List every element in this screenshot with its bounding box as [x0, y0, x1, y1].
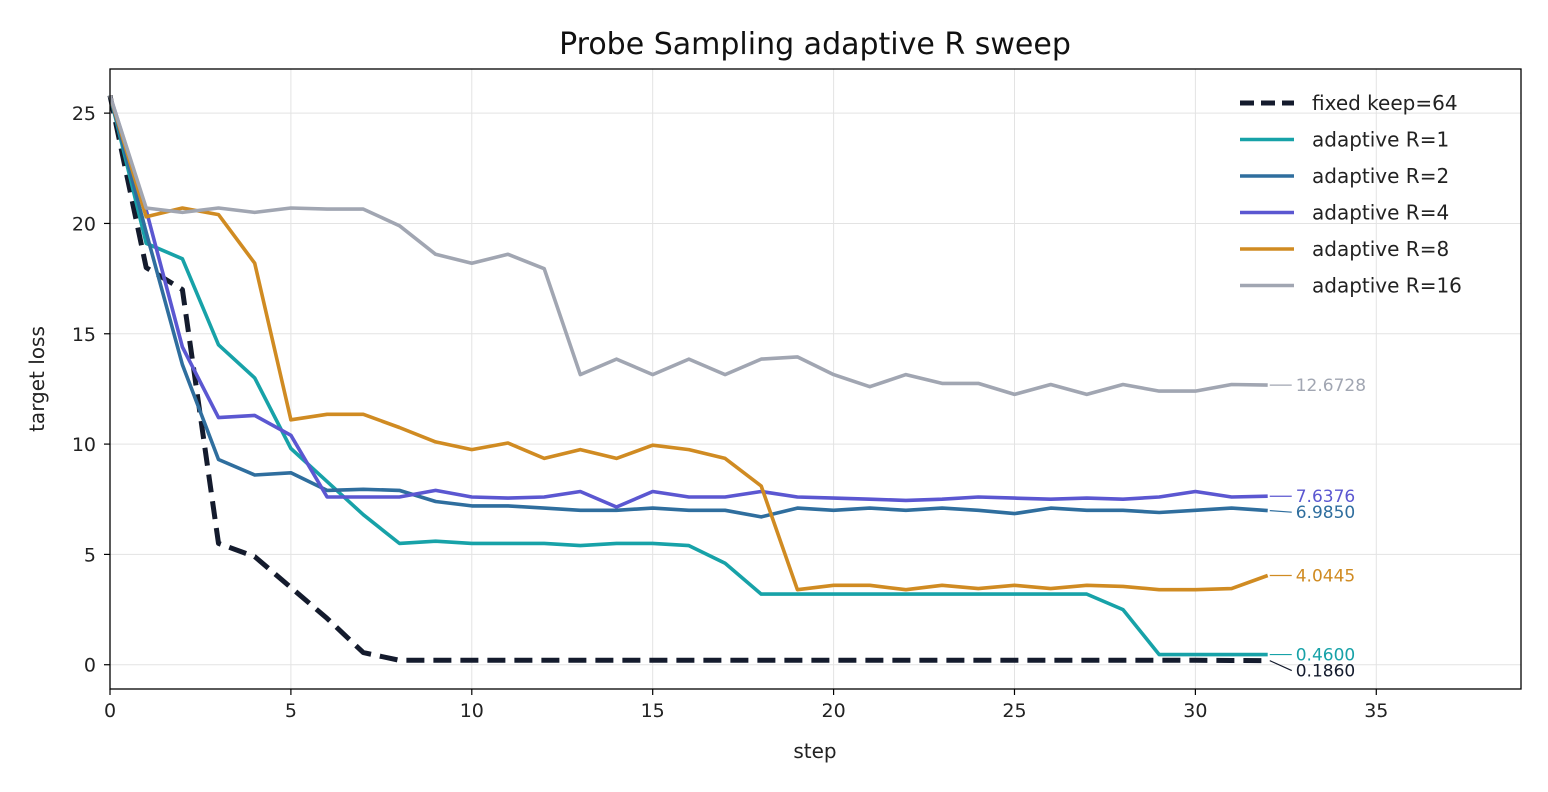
y-axis-label: target loss [25, 326, 49, 432]
end-value-label: 4.0445 [1296, 566, 1355, 586]
legend-entry-label: adaptive R=1 [1312, 128, 1449, 152]
y-tick-label: 20 [72, 213, 96, 235]
x-tick-label: 30 [1183, 700, 1207, 722]
x-tick-label: 35 [1364, 700, 1388, 722]
series-line [108, 95, 1268, 657]
x-tick-label: 20 [821, 700, 845, 722]
series-line [108, 94, 1268, 509]
end-label-leader [1269, 660, 1292, 672]
end-label-leader [1269, 510, 1292, 513]
y-tick-label: 25 [72, 103, 96, 125]
y-tick-label: 5 [84, 544, 96, 566]
series-line [108, 94, 1268, 397]
x-tick-label: 25 [1002, 700, 1026, 722]
legend-entry-label: adaptive R=8 [1312, 237, 1449, 261]
end-value-label: 0.1860 [1296, 662, 1355, 682]
chart-title: Probe Sampling adaptive R sweep [559, 27, 1071, 62]
end-value-label: 12.6728 [1296, 376, 1366, 396]
axis-ticks: 0 5 10 15 20 25 30 35 0 5 10 15 20 25 [72, 103, 1389, 722]
legend-entry-label: fixed keep=64 [1312, 91, 1458, 115]
x-tick-label: 5 [285, 700, 297, 722]
legend-entry-label: adaptive R=16 [1312, 274, 1462, 298]
plot-frame [109, 68, 1522, 690]
x-tick-label: 15 [641, 700, 665, 722]
series-line [108, 95, 1268, 519]
y-tick-label: 10 [72, 434, 96, 456]
legend: fixed keep=64 adaptive R=1 adaptive R=2 ada… [1240, 91, 1462, 298]
legend-entry-label: adaptive R=2 [1312, 164, 1449, 188]
series-line [107, 94, 1268, 664]
series-line [108, 94, 1269, 592]
y-tick-label: 15 [72, 324, 96, 346]
grid [109, 69, 1521, 689]
legend-entry-label: adaptive R=4 [1312, 201, 1449, 225]
end-value-label: 0.4600 [1296, 646, 1355, 666]
x-tick-label: 10 [460, 700, 484, 722]
x-axis-label: step [793, 739, 836, 763]
y-tick-label: 0 [84, 655, 96, 677]
end-value-label: 7.6376 [1296, 487, 1355, 507]
series-lines [107, 94, 1269, 664]
end-value-label: 6.9850 [1296, 503, 1355, 523]
x-tick-label: 0 [104, 700, 116, 722]
